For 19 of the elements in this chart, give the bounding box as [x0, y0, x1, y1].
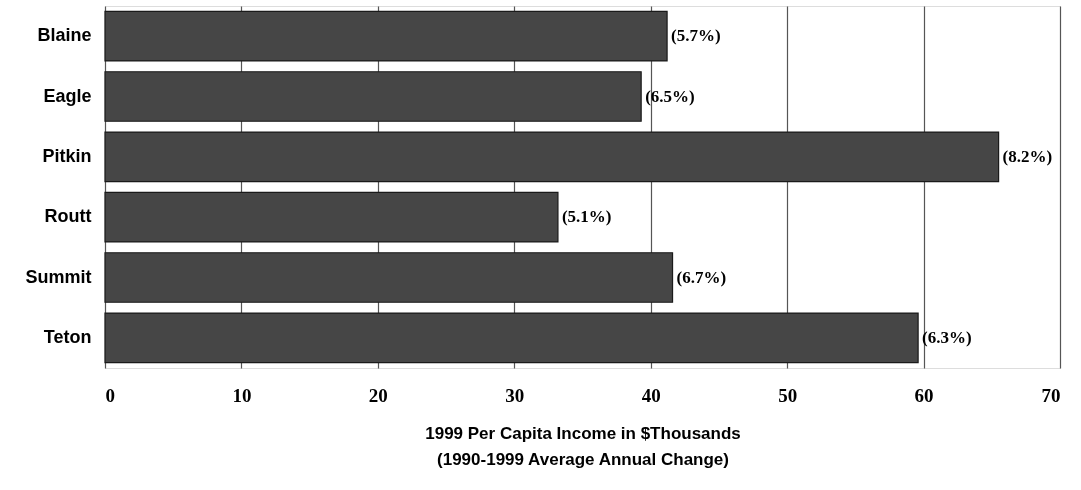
annotation: (5.7%) — [671, 26, 721, 46]
annotation: (8.2%) — [1002, 146, 1053, 166]
x-tick-label: 50 — [778, 384, 798, 406]
x-tick-label: 0 — [105, 384, 115, 406]
y-tick-label: Summit — [25, 266, 92, 287]
y-tick-label: Teton — [43, 326, 92, 347]
x-tick-label: 10 — [232, 384, 252, 406]
y-tick-label: Pitkin — [42, 145, 92, 166]
y-tick-label: Eagle — [43, 85, 92, 106]
x-tick-label: 60 — [914, 384, 934, 406]
x-tick-label: 30 — [505, 384, 525, 406]
annotation: (6.7%) — [676, 267, 727, 287]
y-tick-label: Routt — [44, 206, 92, 227]
x-tick-label: 40 — [641, 384, 661, 406]
x-tick-label: 70 — [1041, 384, 1061, 406]
annotation: (5.1%) — [561, 207, 612, 227]
y-tick-label: Blaine — [37, 25, 92, 46]
x-axis-title: 1999 Per Capita Income in $Thousands (1990-1999 Average Annual Change) — [425, 423, 741, 469]
x-tick-label: 20 — [368, 384, 388, 406]
